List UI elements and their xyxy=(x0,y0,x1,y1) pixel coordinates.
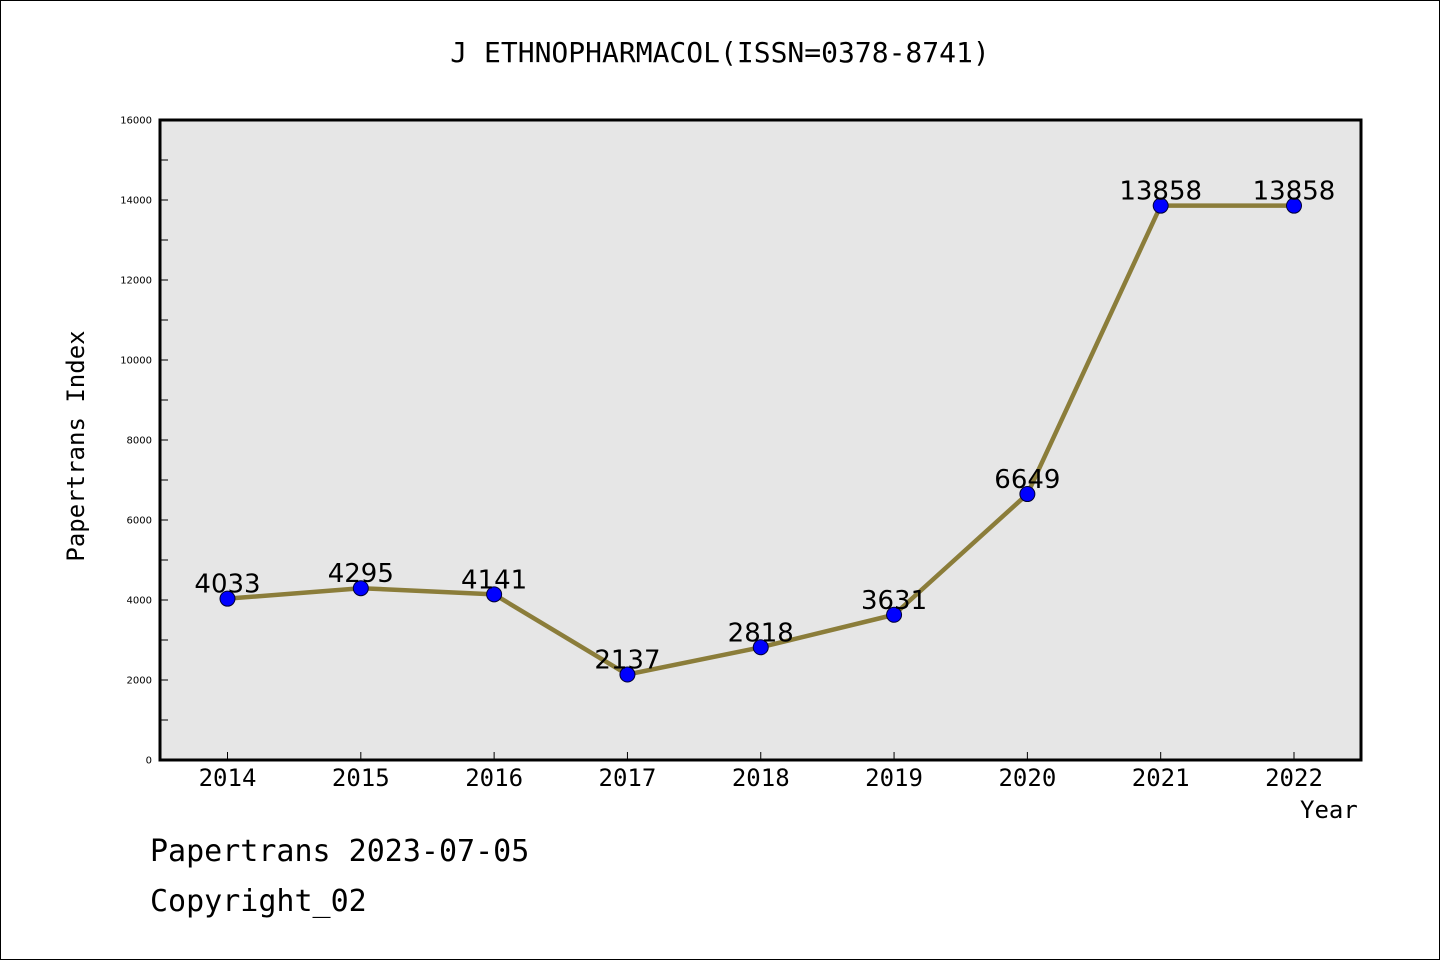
footer-copyright: Copyright_02 xyxy=(150,884,367,919)
y-tick-label: 8000 xyxy=(127,436,152,447)
plot-border xyxy=(158,118,1363,762)
x-tick-label: 2014 xyxy=(199,764,257,792)
data-label: 13858 xyxy=(1119,177,1202,207)
x-axis: 2014 2015 2016 2017 2018 2019 2020 2021 2022 xyxy=(199,752,1323,792)
data-point xyxy=(1286,197,1302,214)
data-label: 3631 xyxy=(861,586,927,616)
data-point xyxy=(1019,486,1036,503)
data-point xyxy=(1152,197,1169,214)
x-tick-label: 2021 xyxy=(1132,764,1190,792)
data-label: 4141 xyxy=(461,565,527,595)
data-label: 6649 xyxy=(994,465,1060,495)
data-point xyxy=(486,586,503,603)
chart-title: J ETHNOPHARMACOL(ISSN=0378-8741) xyxy=(450,36,990,69)
y-tick-label: 6000 xyxy=(127,516,152,527)
x-tick-label: 2015 xyxy=(332,764,390,792)
data-label: 4295 xyxy=(328,559,394,589)
data-point xyxy=(886,606,903,623)
y-tick-label: 12000 xyxy=(120,276,152,287)
x-tick-label: 2020 xyxy=(998,764,1056,792)
y-tick-label: 16000 xyxy=(120,116,152,127)
data-point xyxy=(219,590,236,607)
x-tick-label: 2016 xyxy=(465,764,523,792)
y-tick-label: 4000 xyxy=(127,596,152,607)
data-point xyxy=(752,639,769,656)
data-point xyxy=(619,666,636,683)
data-label: 13858 xyxy=(1253,177,1336,207)
data-label: 2137 xyxy=(594,646,660,676)
data-label: 2818 xyxy=(728,618,794,648)
y-tick-label: 2000 xyxy=(127,676,152,687)
x-tick-label: 2019 xyxy=(865,764,923,792)
data-point xyxy=(352,580,369,597)
x-tick-label: 2017 xyxy=(599,764,657,792)
y-tick-label: 14000 xyxy=(120,196,152,207)
series: 4033 4295 4141 2137 2818 3631 6649 13858 13858 xyxy=(194,177,1336,683)
x-tick-label: 2018 xyxy=(732,764,790,792)
x-axis-label: Year xyxy=(1300,796,1358,824)
plot-area xyxy=(160,120,1361,760)
footer-date: Papertrans 2023-07-05 xyxy=(150,834,530,869)
y-tick-label: 10000 xyxy=(120,356,152,367)
data-label: 4033 xyxy=(194,570,260,600)
x-tick-label: 2022 xyxy=(1265,764,1323,792)
y-tick-label: 0 xyxy=(146,756,152,767)
